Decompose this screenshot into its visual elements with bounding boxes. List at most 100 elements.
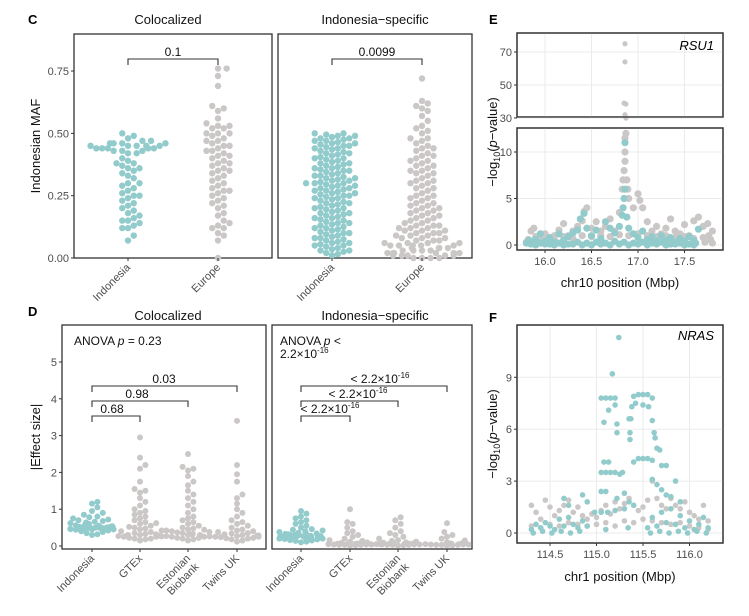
data-point-europe: [223, 65, 229, 71]
data-point-europe: [407, 168, 413, 174]
data-point-other: [580, 513, 586, 519]
data-point-europe: [215, 175, 221, 181]
data-point-europe: [215, 130, 221, 136]
data-point-indonesia: [131, 185, 137, 191]
data-point-other: [701, 503, 707, 509]
data-point-indonesia: [329, 221, 335, 227]
data-point-indonesia: [335, 232, 341, 238]
data-point-indonesia: [335, 170, 341, 176]
data-point-europe: [419, 123, 425, 129]
data-point-indonesia: [73, 522, 79, 528]
data-point-europe: [215, 190, 221, 196]
data-point-indonesia: [626, 499, 632, 505]
y-tick-label: 1: [51, 504, 57, 516]
data-point-europe: [430, 237, 436, 243]
y-tick-label: 30: [500, 113, 512, 125]
data-point-europe: [387, 242, 393, 248]
data-point-europe: [413, 222, 419, 228]
data-point-indonesia: [530, 530, 536, 536]
data-point-indonesia: [654, 523, 660, 529]
data-point-indonesia: [651, 430, 657, 436]
data-point-europe: [425, 202, 431, 208]
data-point-gtex: [142, 536, 148, 542]
data-point-indonesia: [346, 247, 352, 253]
data-point-indonesia: [125, 187, 131, 193]
data-point-indonesia: [650, 418, 656, 424]
data-point-indonesia: [131, 232, 137, 238]
data-point-europe: [226, 153, 232, 159]
data-point-indonesia: [583, 225, 590, 232]
data-point-europe: [221, 125, 227, 131]
data-point-europe: [209, 185, 215, 191]
data-point-indonesia: [677, 513, 683, 519]
data-point-indonesia: [131, 192, 137, 198]
data-point-europe: [430, 153, 436, 159]
data-point-other: [623, 176, 630, 183]
data-point-other: [552, 513, 558, 519]
panel-label-c: C: [28, 12, 38, 27]
data-point-indonesia: [295, 530, 301, 536]
data-point-twins-uk: [449, 532, 455, 538]
data-point-europe: [209, 163, 215, 169]
data-point-indonesia: [352, 175, 358, 181]
data-point-indonesia: [87, 143, 93, 149]
data-point-europe: [419, 160, 425, 166]
data-point-estonian-biobank: [398, 514, 404, 520]
data-point-indonesia: [652, 435, 658, 441]
data-point-other: [570, 509, 576, 515]
data-point-europe: [413, 192, 419, 198]
data-point-indonesia: [557, 516, 563, 522]
data-point-indonesia: [606, 407, 612, 413]
data-point-indonesia: [323, 237, 329, 243]
data-point-gtex: [142, 531, 148, 537]
data-point-indonesia: [329, 196, 335, 202]
data-point-estonian-biobank: [185, 495, 191, 501]
data-point-indonesia: [125, 202, 131, 208]
data-point-europe: [413, 163, 419, 169]
data-point-estonian-biobank: [185, 473, 191, 479]
data-point-indonesia: [352, 140, 358, 146]
data-point-indonesia: [605, 509, 611, 515]
data-point-indonesia: [340, 199, 346, 205]
data-point-europe: [419, 235, 425, 241]
data-point-indonesia: [340, 143, 346, 149]
data-point-gtex: [125, 532, 131, 538]
data-point-europe: [407, 232, 413, 238]
data-point-gtex: [137, 455, 143, 461]
data-point-indonesia: [561, 523, 567, 529]
data-point-europe: [419, 175, 425, 181]
data-point-europe: [419, 220, 425, 226]
data-point-indonesia: [335, 245, 341, 251]
data-point-europe: [430, 230, 436, 236]
data-point-gtex: [153, 531, 159, 537]
x-tick-label: Twins UK: [411, 552, 453, 594]
data-point-indonesia: [634, 240, 641, 247]
data-point-estonian-biobank: [190, 499, 196, 505]
data-point-europe: [209, 225, 215, 231]
data-point-other: [593, 218, 600, 225]
data-point-indonesia: [533, 522, 539, 528]
data-point-gtex: [359, 538, 365, 544]
data-point-indonesia: [323, 231, 329, 237]
data-point-estonian-biobank: [163, 533, 169, 539]
data-point-europe: [209, 125, 215, 131]
data-point-europe: [413, 140, 419, 146]
data-point-indonesia: [694, 528, 700, 534]
data-point-estonian-biobank: [180, 530, 186, 536]
data-point-gtex: [137, 526, 143, 532]
data-point-europe: [209, 140, 215, 146]
data-point-indonesia: [323, 250, 329, 256]
data-point-europe: [221, 210, 227, 216]
data-point-europe: [215, 153, 221, 159]
data-point-europe: [413, 230, 419, 236]
data-point-estonian-biobank: [392, 525, 398, 531]
data-point-europe: [221, 173, 227, 179]
data-point-indonesia: [611, 229, 618, 236]
data-point-indonesia: [298, 539, 304, 545]
data-point-indonesia: [340, 155, 346, 161]
data-point-europe: [419, 168, 425, 174]
data-point-twins-uk: [245, 530, 251, 536]
data-point-gtex: [148, 529, 154, 535]
data-point-estonian-biobank: [185, 510, 191, 516]
